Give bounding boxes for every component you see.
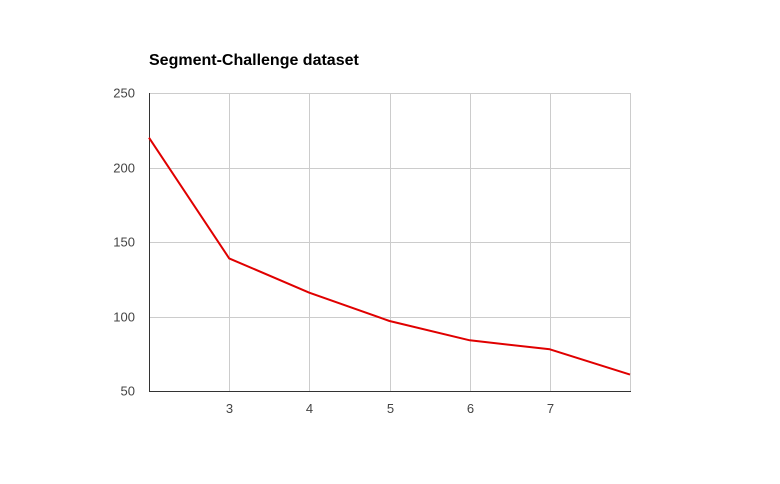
y-tick-label: 50	[121, 384, 135, 399]
x-tick-label: 7	[547, 401, 554, 416]
y-tick-label: 200	[113, 161, 135, 176]
x-tick-labels: 3 4 5 6 7	[226, 401, 554, 416]
y-tick-label: 100	[113, 310, 135, 325]
chart-title: Segment-Challenge dataset	[149, 52, 359, 69]
axes	[149, 93, 631, 392]
series-line	[148, 137, 631, 376]
y-tick-label: 250	[113, 86, 135, 101]
gridlines	[149, 93, 631, 391]
x-tick-label: 6	[467, 401, 474, 416]
x-tick-label: 5	[387, 401, 394, 416]
y-tick-label: 150	[113, 235, 135, 250]
x-tick-label: 4	[306, 401, 313, 416]
x-tick-label: 3	[226, 401, 233, 416]
y-tick-labels: 250 200 150 100 50	[113, 86, 135, 399]
data-series	[148, 137, 631, 376]
